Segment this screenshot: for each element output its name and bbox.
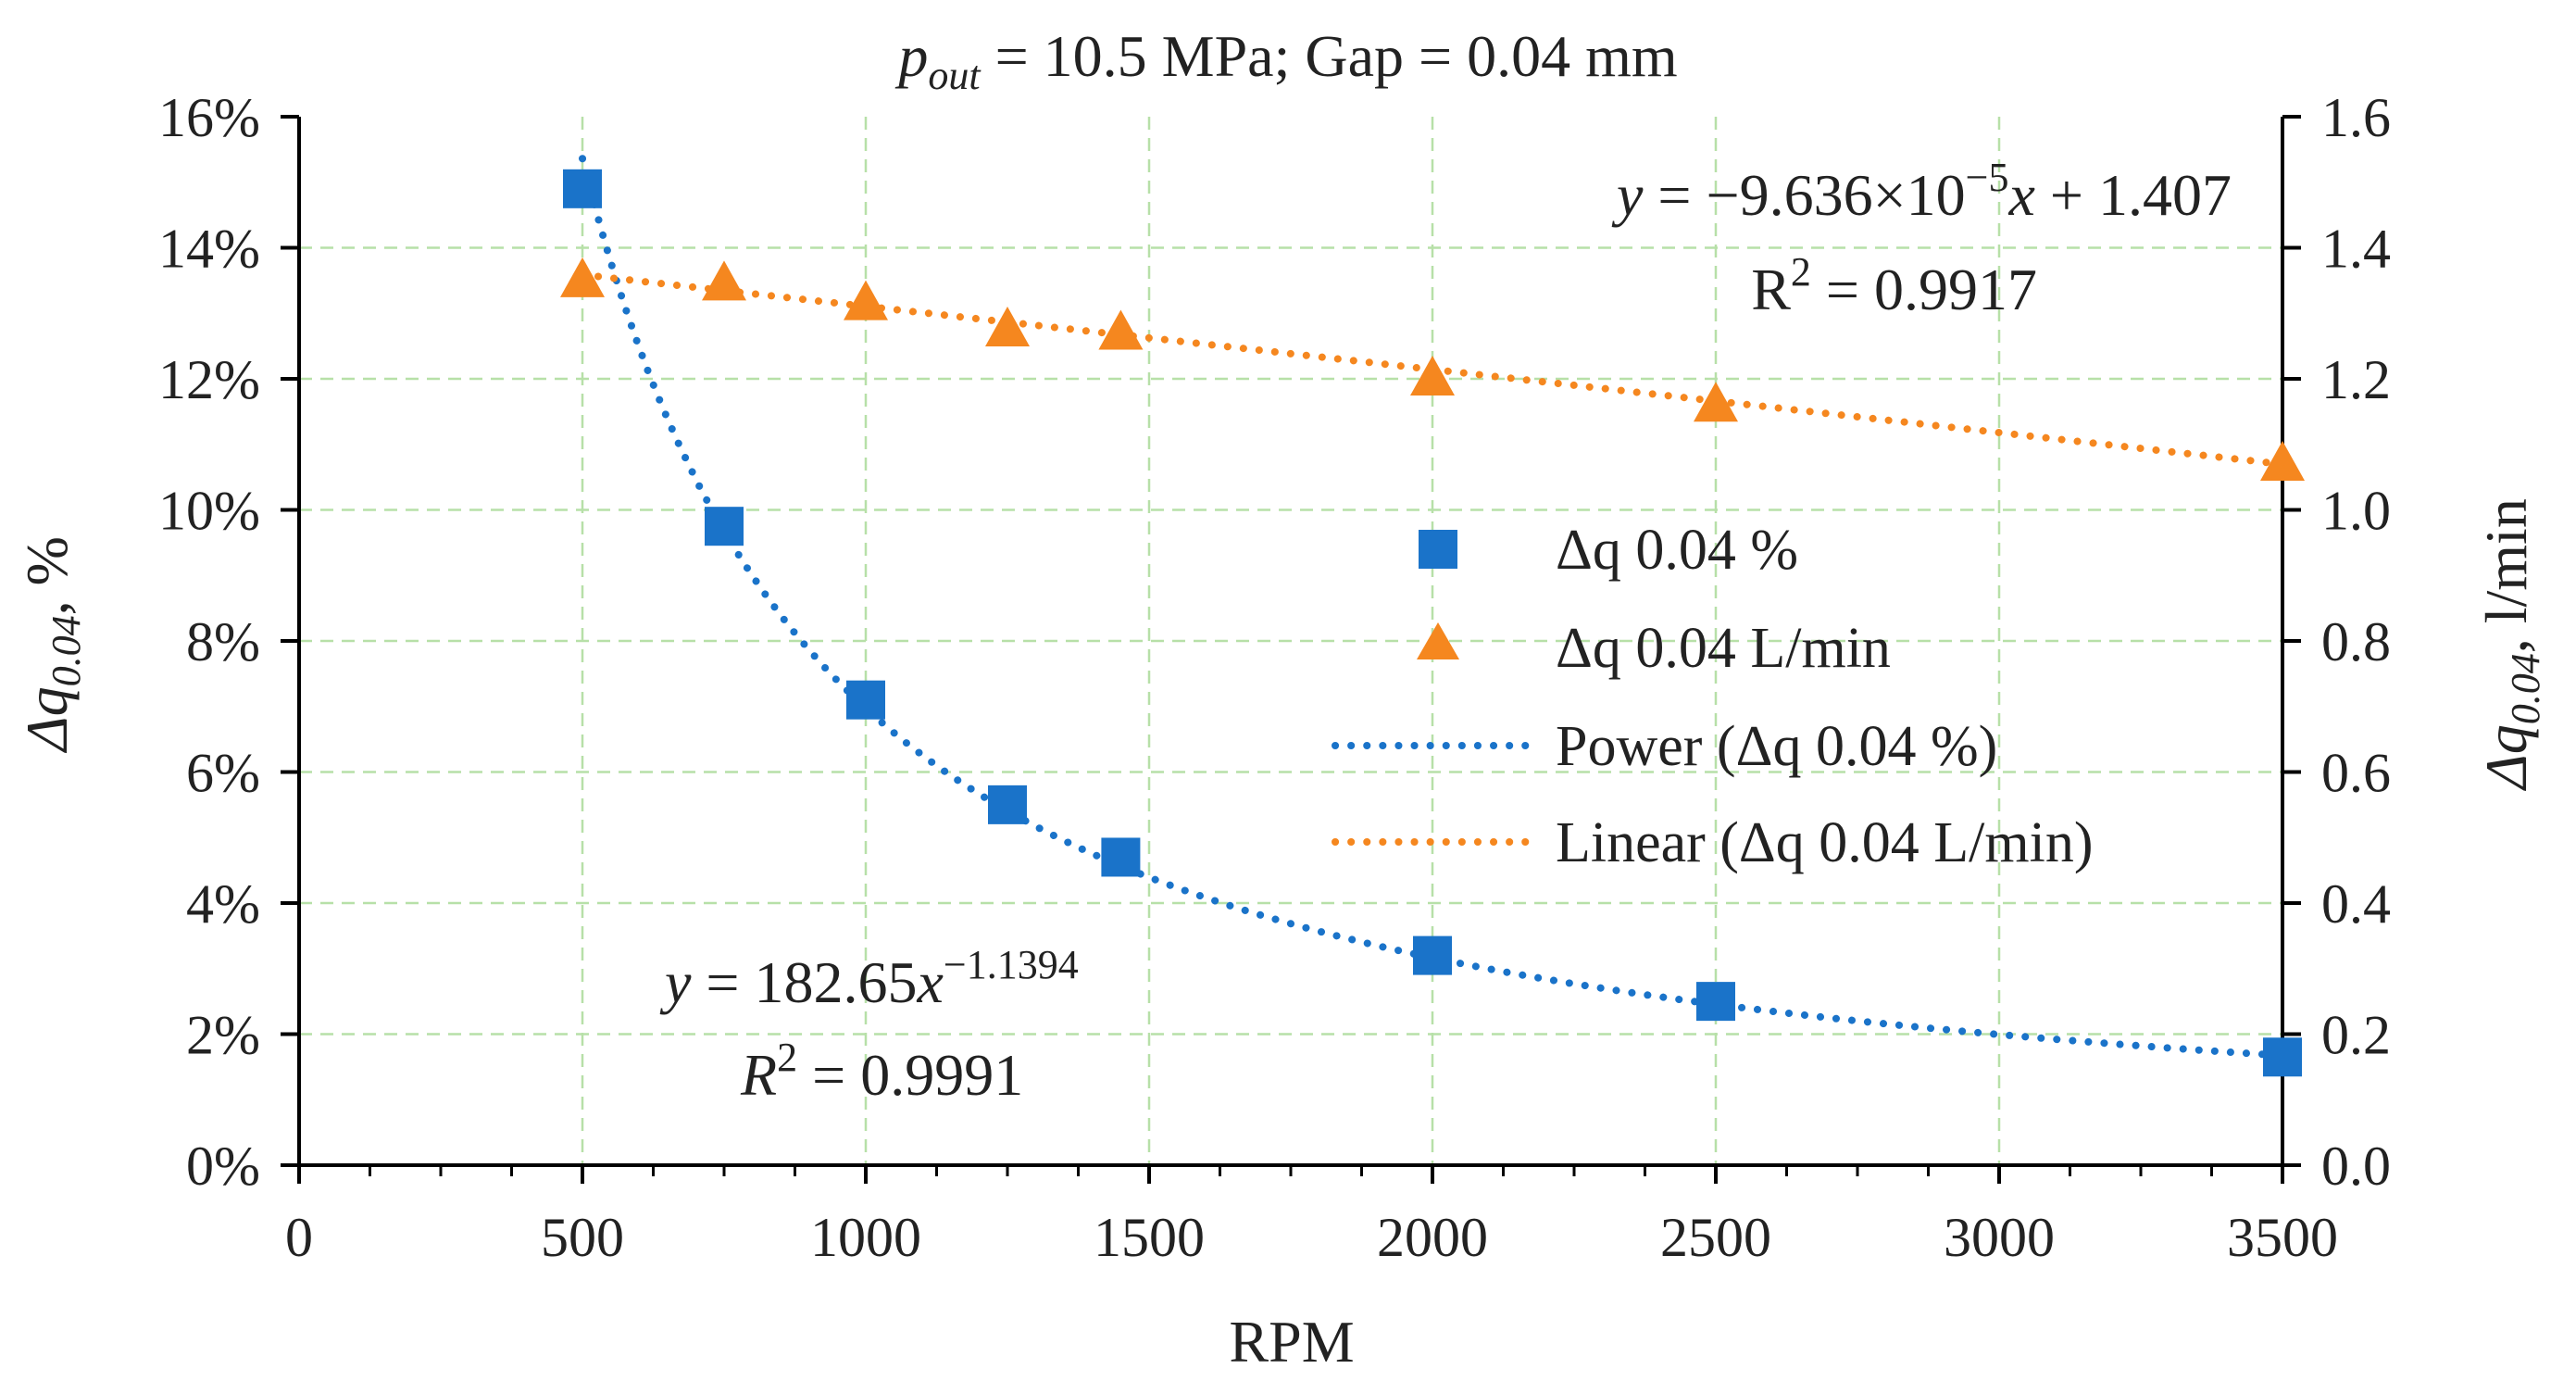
chart-title: pout = 10.5 MPa; Gap = 0.04 mm xyxy=(894,23,1677,98)
power-trend-r2: R2 = 0.9991 xyxy=(740,1035,1023,1108)
y-right-tick-label: 0.6 xyxy=(2321,743,2391,804)
data-markers xyxy=(560,169,2305,1077)
data-point-pct xyxy=(705,507,744,546)
y-left-tick-label: 4% xyxy=(186,873,260,935)
y-left-tick-label: 12% xyxy=(158,349,260,410)
data-point-pct xyxy=(563,169,602,208)
legend-label-linear: Linear (Δq 0.04 L/min) xyxy=(1556,811,2094,874)
grid-lines xyxy=(299,117,2282,1165)
legend-label-power: Power (Δq 0.04 %) xyxy=(1556,715,1997,778)
y-right-tick-label: 0.0 xyxy=(2321,1136,2391,1197)
legend-marker-pct xyxy=(1419,530,1457,569)
linear-trend-equation: y = −9.636×10−5x + 1.407 xyxy=(1611,155,2232,228)
data-point-pct xyxy=(846,680,885,720)
y-right-tick-label: 1.0 xyxy=(2321,481,2391,542)
y-axis-left-title: Δq0.04, % xyxy=(14,536,89,754)
power-trend-equation: y = 182.65x−1.1394 xyxy=(659,942,1079,1015)
y-right-tick-label: 1.6 xyxy=(2321,87,2391,148)
data-point-lmin xyxy=(1694,382,1738,422)
y-right-tick-label: 1.2 xyxy=(2321,349,2391,410)
y-left-tick-label: 6% xyxy=(186,743,260,804)
y-right-tick-label: 0.4 xyxy=(2321,873,2391,935)
legend-label-lmin: Δq 0.04 L/min xyxy=(1556,617,1891,680)
x-tick-label: 500 xyxy=(541,1207,624,1268)
data-point-pct xyxy=(1696,982,1735,1022)
data-point-lmin xyxy=(1410,356,1455,395)
legend-label-pct: Δq 0.04 % xyxy=(1556,519,1798,582)
y-left-tick-label: 14% xyxy=(158,219,260,280)
data-point-lmin xyxy=(844,280,888,320)
tick-marks xyxy=(281,115,2301,1184)
y-left-tick-label: 0% xyxy=(186,1136,260,1197)
tick-labels: 0 500 1000 1500 2000 2500 3000 3500 0% 0.0 2% 0.2 4%… xyxy=(158,87,2391,1268)
y-left-tick-label: 8% xyxy=(186,611,260,672)
y-left-tick-label: 16% xyxy=(158,87,260,148)
data-point-pct xyxy=(2263,1037,2302,1077)
data-point-lmin xyxy=(560,257,605,297)
x-tick-label: 3500 xyxy=(2227,1207,2338,1268)
y-right-tick-label: 0.8 xyxy=(2321,611,2391,672)
x-tick-label: 2500 xyxy=(1660,1207,1771,1268)
data-point-lmin xyxy=(2260,440,2305,481)
y-axis-right-title: Δq0.04, l/min xyxy=(2473,498,2548,792)
data-point-lmin xyxy=(985,306,1030,346)
linear-trend-r2: R2 = 0.9917 xyxy=(1751,249,2037,322)
data-point-pct xyxy=(1413,935,1452,975)
data-point-pct xyxy=(1101,837,1141,877)
legend-marker-lmin xyxy=(1417,622,1459,659)
data-point-pct xyxy=(988,785,1027,824)
data-point-lmin xyxy=(1098,309,1144,350)
x-tick-label: 1000 xyxy=(810,1207,921,1268)
x-tick-label: 1500 xyxy=(1094,1207,1205,1268)
x-tick-label: 2000 xyxy=(1377,1207,1488,1268)
y-right-tick-label: 0.2 xyxy=(2321,1005,2391,1066)
x-tick-label: 3000 xyxy=(1944,1207,2055,1268)
y-right-tick-label: 1.4 xyxy=(2321,219,2391,280)
x-tick-label: 0 xyxy=(285,1207,313,1268)
x-axis-title: RPM xyxy=(1229,1309,1354,1375)
data-point-lmin xyxy=(702,260,746,301)
y-left-tick-label: 10% xyxy=(158,481,260,542)
legend: Δq 0.04 % Δq 0.04 L/min Power (Δq 0.04 %… xyxy=(1332,519,2094,874)
y-left-tick-label: 2% xyxy=(186,1005,260,1066)
